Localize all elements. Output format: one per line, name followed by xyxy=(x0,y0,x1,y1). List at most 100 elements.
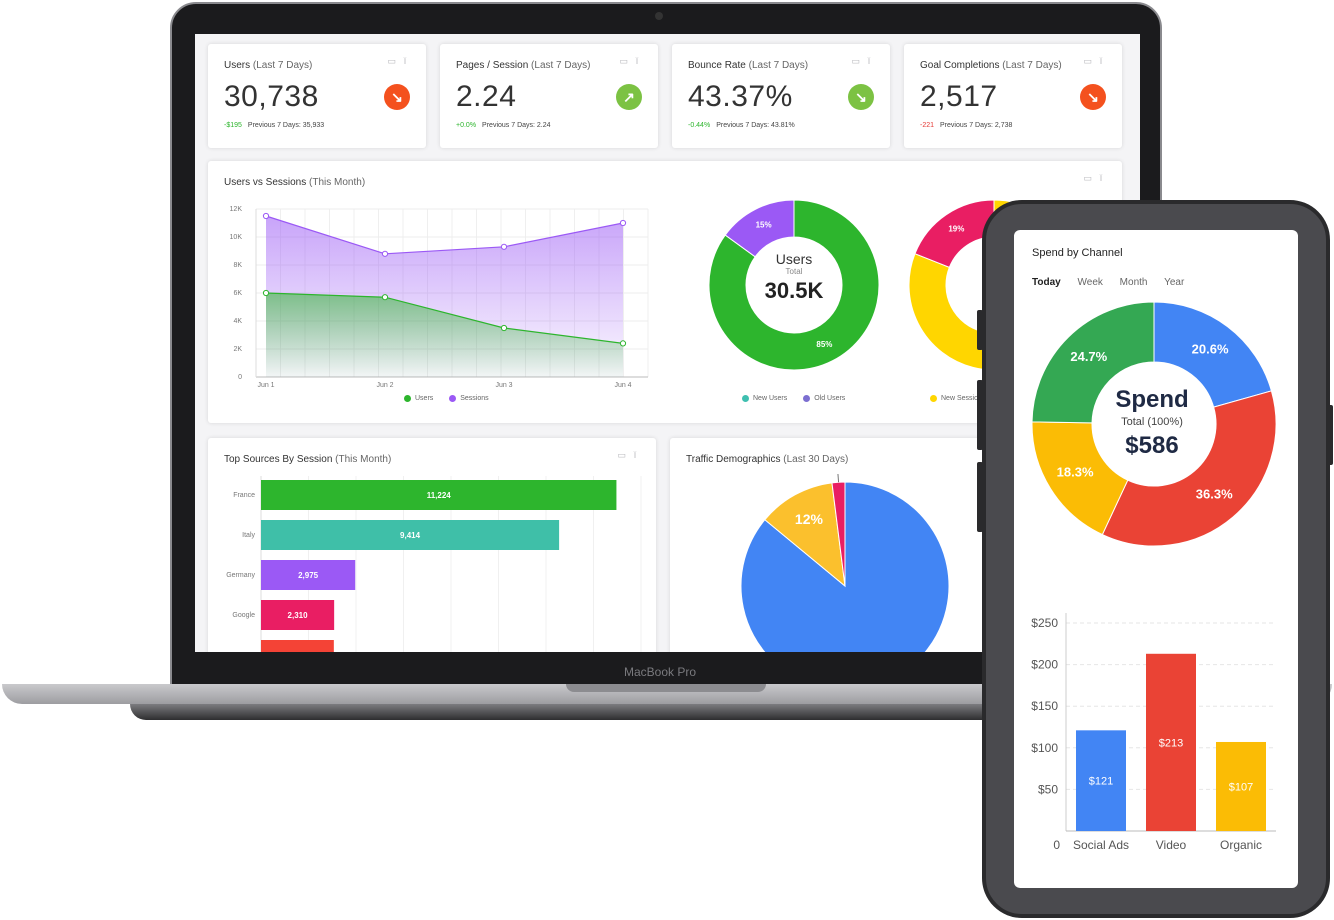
legend-item-old-users[interactable]: Old Users xyxy=(803,395,845,402)
donut-slice xyxy=(708,199,880,371)
phone-side-button xyxy=(977,462,983,532)
card-tools[interactable]: ▭ǐ xyxy=(387,56,414,67)
slice-label: 20.6% xyxy=(1192,341,1229,356)
kpi-delta: +0.0% xyxy=(456,122,477,129)
tab-month[interactable]: Month xyxy=(1119,277,1148,288)
card-tools[interactable]: ▭ǐ xyxy=(851,56,878,67)
y-tick-label: $200 xyxy=(1031,658,1058,672)
top-sources-bar-chart: France 11,224 Italy 9,414 Germany 2,975 Google… xyxy=(226,476,642,652)
legend-item-users[interactable]: Users xyxy=(404,395,433,402)
card-tools[interactable]: ▭ǐ xyxy=(1083,56,1110,67)
tab-week[interactable]: Week xyxy=(1077,277,1103,288)
calendar-icon[interactable]: ▭ xyxy=(1083,173,1100,183)
x-tick-label: Jun 2 xyxy=(376,382,393,389)
card-tools[interactable]: ▭ǐ xyxy=(617,450,644,461)
slice-label: 24.7% xyxy=(1070,349,1107,364)
bar-value-label: 11,224 xyxy=(427,491,452,500)
top-sources-card: Top Sources By Session (This Month) ▭ǐ F… xyxy=(208,438,656,652)
calendar-icon[interactable]: ▭ xyxy=(387,56,404,66)
phone-screen: Spend by Channel Today Week Month Year 2… xyxy=(1014,230,1298,888)
spend-donut-center: Spend Total (100%) $586 xyxy=(1102,386,1202,460)
kpi-card-bounce-rate: Bounce Rate (Last 7 Days) ▭ǐ 43.37% ↘ -0… xyxy=(672,44,890,148)
phone-power-button xyxy=(1328,405,1333,465)
trend-down-icon: ↘ xyxy=(384,84,410,110)
category-label: Google xyxy=(232,612,255,619)
bar xyxy=(261,600,335,630)
users-donut-legend: New Users Old Users xyxy=(742,395,859,402)
card-tools[interactable]: ▭ǐ xyxy=(619,56,646,67)
spend-bar-chart: 0 $50 $100 $150 $200 $250 $121 Social Ads $213 Vi… xyxy=(1031,613,1276,852)
legend-swatch xyxy=(742,395,749,402)
legend-item-sessions[interactable]: Sessions xyxy=(449,395,489,402)
donut-slice xyxy=(724,199,795,258)
calendar-icon[interactable]: ▭ xyxy=(851,56,868,66)
y-tick-label: $100 xyxy=(1031,741,1058,755)
data-point xyxy=(619,219,627,227)
kpi-delta: -$195 xyxy=(224,122,242,129)
thermometer-icon[interactable]: ǐ xyxy=(634,450,644,460)
thermometer-icon[interactable]: ǐ xyxy=(636,56,646,66)
kpi-delta: -221 xyxy=(920,122,935,129)
slice-label: 15% xyxy=(756,220,772,229)
donut-sublabel: Total (100%) xyxy=(1121,416,1183,428)
legend-item-new-users[interactable]: New Users xyxy=(742,395,787,402)
area-chart-legend: Users Sessions xyxy=(404,395,503,402)
trend-down-icon: ↘ xyxy=(1080,84,1106,110)
category-label: Italy xyxy=(242,532,255,539)
users-donut-center: Users Total 30.5K xyxy=(744,251,844,304)
bar-value-label: 9,414 xyxy=(400,531,421,540)
legend-swatch xyxy=(449,395,457,402)
tab-year[interactable]: Year xyxy=(1164,277,1185,288)
y-tick-label: 12K xyxy=(230,206,243,213)
category-label: Germany xyxy=(226,572,255,579)
calendar-icon[interactable]: ▭ xyxy=(617,450,634,460)
laptop-brand: MacBook Pro xyxy=(623,665,697,679)
calendar-icon[interactable]: ▭ xyxy=(1083,56,1100,66)
card-title: Users vs Sessions (This Month) xyxy=(224,177,366,188)
bar xyxy=(1076,730,1126,831)
x-tick-label: Organic xyxy=(1220,838,1262,852)
slice-label: 36.3% xyxy=(1196,486,1233,501)
kpi-title: Users (Last 7 Days) xyxy=(224,60,313,71)
kpi-delta: -0.44% xyxy=(688,122,711,129)
kpi-title: Pages / Session (Last 7 Days) xyxy=(456,60,591,71)
kpi-footer: +0.0% Previous 7 Days: 2.24 xyxy=(456,122,551,129)
data-point xyxy=(619,340,627,347)
thermometer-icon[interactable]: ǐ xyxy=(1100,56,1110,66)
data-point xyxy=(500,324,508,332)
y-tick-label: 10K xyxy=(230,234,243,241)
kpi-title: Goal Completions (Last 7 Days) xyxy=(920,60,1062,71)
kpi-value: 2.24 xyxy=(456,80,517,113)
x-tick-label: Jun 3 xyxy=(495,382,512,389)
bar-value-label: 2,975 xyxy=(298,571,319,580)
x-tick-label: Video xyxy=(1156,838,1187,852)
card-tools[interactable]: ▭ǐ xyxy=(1083,173,1110,184)
phone-side-button xyxy=(977,310,983,350)
donut-sublabel: Total xyxy=(785,267,803,276)
thermometer-icon[interactable]: ǐ xyxy=(1100,173,1110,183)
card-title: Traffic Demographics (Last 30 Days) xyxy=(686,454,849,465)
kpi-value: 2,517 xyxy=(920,80,998,113)
kpi-value: 43.37% xyxy=(688,80,793,113)
kpi-footer: -0.44% Previous 7 Days: 43.81% xyxy=(688,122,795,129)
thermometer-icon[interactable]: ǐ xyxy=(868,56,878,66)
bar xyxy=(261,560,356,590)
card-title: Top Sources By Session (This Month) xyxy=(224,454,392,465)
donut-slice xyxy=(1031,301,1155,424)
thermometer-icon[interactable]: ǐ xyxy=(404,56,414,66)
bar xyxy=(261,520,560,550)
bar-value-label: 2,310 xyxy=(288,611,309,620)
area-chart: 0 2K 4K 6K 8K 10K 12K Jun 1 Jun 2 Jun 3 Jun 4 xyxy=(230,206,649,389)
spend-donut-chart: 20.6% 36.3% 18.3% 24.7% xyxy=(1031,301,1277,547)
trend-up-icon: ↗ xyxy=(616,84,642,110)
trend-down-icon: ↘ xyxy=(848,84,874,110)
calendar-icon[interactable]: ▭ xyxy=(619,56,636,66)
legend-swatch xyxy=(803,395,811,402)
label-leader-line xyxy=(837,474,839,483)
legend-item-new-sessions[interactable]: New Sessio xyxy=(930,395,978,402)
donut-slice xyxy=(1101,390,1277,547)
data-point xyxy=(381,250,389,257)
tab-today[interactable]: Today xyxy=(1032,277,1061,288)
phone-side-button xyxy=(977,380,983,450)
y-tick-label: 0 xyxy=(238,374,242,381)
